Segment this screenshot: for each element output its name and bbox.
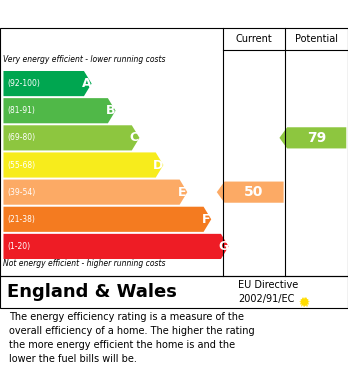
Polygon shape	[3, 234, 229, 259]
Text: 50: 50	[244, 185, 264, 199]
Polygon shape	[3, 125, 140, 151]
Text: A: A	[81, 77, 91, 90]
Text: C: C	[129, 131, 139, 144]
Text: B: B	[105, 104, 115, 117]
Text: Potential: Potential	[295, 34, 338, 44]
Text: (69-80): (69-80)	[7, 133, 35, 142]
Polygon shape	[3, 152, 164, 178]
Polygon shape	[279, 127, 346, 149]
Text: (92-100): (92-100)	[7, 79, 40, 88]
Polygon shape	[3, 98, 116, 123]
Text: (21-38): (21-38)	[7, 215, 35, 224]
Text: Not energy efficient - higher running costs: Not energy efficient - higher running co…	[3, 259, 166, 268]
Polygon shape	[217, 181, 284, 203]
Text: (1-20): (1-20)	[7, 242, 30, 251]
Text: Very energy efficient - lower running costs: Very energy efficient - lower running co…	[3, 55, 166, 64]
Text: D: D	[153, 158, 163, 172]
Text: (55-68): (55-68)	[7, 160, 35, 170]
Polygon shape	[3, 207, 211, 232]
Text: Current: Current	[236, 34, 272, 44]
Text: F: F	[201, 213, 210, 226]
Text: (39-54): (39-54)	[7, 188, 35, 197]
Text: G: G	[218, 240, 228, 253]
Polygon shape	[3, 71, 92, 96]
Text: EU Directive
2002/91/EC: EU Directive 2002/91/EC	[238, 280, 299, 303]
Polygon shape	[3, 179, 187, 205]
Text: E: E	[178, 186, 186, 199]
Text: The energy efficiency rating is a measure of the
overall efficiency of a home. T: The energy efficiency rating is a measur…	[9, 312, 254, 364]
Text: (81-91): (81-91)	[7, 106, 35, 115]
Text: 79: 79	[307, 131, 326, 145]
Text: Energy Efficiency Rating: Energy Efficiency Rating	[9, 7, 219, 22]
Text: England & Wales: England & Wales	[7, 283, 177, 301]
